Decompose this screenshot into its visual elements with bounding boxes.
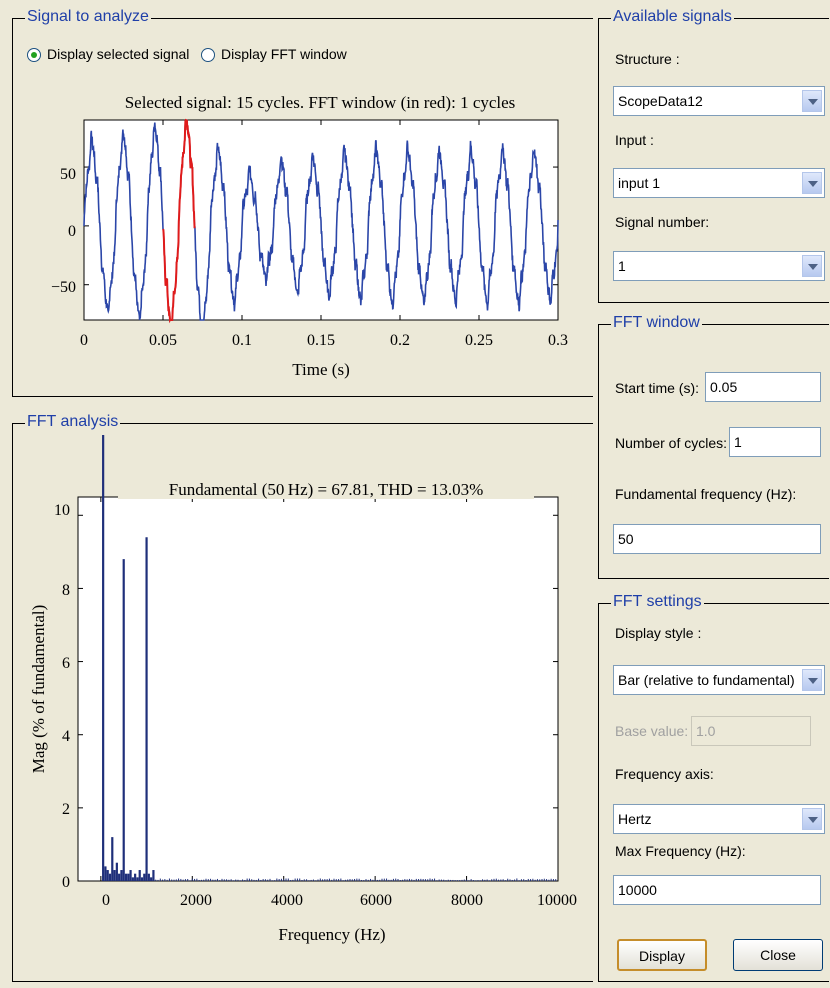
structure-label: Structure :: [615, 51, 680, 67]
signal-number-dropdown[interactable]: 1: [613, 251, 825, 281]
signal-tick-x-0: 0: [80, 332, 88, 349]
freq-axis-value: Hertz: [618, 811, 652, 827]
fft-settings-panel: FFT settings Display style : Bar (relati…: [598, 592, 829, 982]
fft-xlabel: Frequency (Hz): [278, 925, 385, 944]
cycles-input[interactable]: 1: [729, 427, 821, 457]
fft-tick-y-8: 8: [62, 582, 70, 599]
signal-xlabel: Time (s): [292, 360, 349, 379]
signal-tick-x-3: 0.15: [307, 332, 335, 349]
input-label: Input :: [615, 132, 654, 148]
chevron-down-icon[interactable]: [802, 669, 822, 691]
signal-chart-title: Selected signal: 15 cycles. FFT window (…: [125, 93, 516, 112]
fft-tick-x-10000: 10000: [537, 892, 577, 909]
fund-freq-input[interactable]: 50: [613, 524, 821, 554]
fft-title-background: [118, 475, 534, 499]
available-signals-panel: Available signals Structure : ScopeData1…: [598, 7, 829, 303]
fft-chart: Fundamental (50 Hz) = 67.81, THD = 13.03…: [29, 435, 577, 944]
structure-value: ScopeData12: [618, 93, 703, 109]
fft-settings-title: FFT settings: [611, 592, 704, 612]
chevron-down-icon[interactable]: [802, 808, 822, 830]
input-value: input 1: [618, 175, 661, 191]
chevron-down-icon[interactable]: [802, 172, 822, 194]
signal-panel-title: Signal to analyze: [25, 7, 151, 27]
display-style-dropdown[interactable]: Bar (relative to fundamental): [613, 665, 825, 695]
fft-chart-title: Fundamental (50 Hz) = 67.81, THD = 13.03…: [169, 480, 484, 499]
fft-ylabel: Mag (% of fundamental): [29, 605, 48, 774]
freq-axis-dropdown[interactable]: Hertz: [613, 804, 825, 834]
freq-axis-label: Frequency axis:: [615, 766, 714, 782]
base-value-input: 1.0: [691, 716, 811, 746]
fft-tick-y-2: 2: [62, 801, 70, 818]
chevron-down-icon[interactable]: [802, 90, 822, 112]
signal-tick-x-5: 0.25: [465, 332, 493, 349]
signal-tick-x-6: 0.3: [548, 332, 568, 349]
display-style-value: Bar (relative to fundamental): [618, 672, 795, 688]
fft-tick-x-6000: 6000: [360, 892, 392, 909]
display-style-label: Display style :: [615, 625, 702, 641]
display-selected-signal-label[interactable]: Display selected signal: [47, 46, 190, 62]
signal-tick-y-0: 0: [68, 223, 76, 240]
signal-number-label: Signal number:: [615, 214, 710, 230]
signal-tick-y-50: 50: [60, 166, 76, 183]
fft-tick-x-4000: 4000: [271, 892, 303, 909]
fft-window-title: FFT window: [611, 313, 702, 333]
fft-tick-y-4: 4: [62, 728, 70, 745]
available-signals-title: Available signals: [611, 7, 734, 27]
fft-tick-y-10: 10: [54, 502, 70, 519]
signal-tick-x-4: 0.2: [390, 332, 410, 349]
start-time-label: Start time (s):: [615, 380, 700, 396]
display-selected-signal-radio[interactable]: [27, 48, 41, 62]
fft-window-panel: FFT window Start time (s): 0.05 Number o…: [598, 313, 829, 579]
start-time-input[interactable]: 0.05: [705, 372, 821, 402]
signal-tick-x-1: 0.05: [149, 332, 177, 349]
fft-analysis-title: FFT analysis: [25, 412, 121, 432]
fft-tick-y-6: 6: [62, 655, 70, 672]
chevron-down-icon[interactable]: [802, 255, 822, 277]
display-fft-window-radio[interactable]: [201, 48, 215, 62]
input-dropdown[interactable]: input 1: [613, 168, 825, 198]
fft-plot-area: [77, 496, 559, 882]
max-freq-label: Max Frequency (Hz):: [615, 843, 746, 859]
fft-tick-x-2000: 2000: [180, 892, 212, 909]
max-freq-input[interactable]: 10000: [613, 875, 821, 905]
display-button[interactable]: Display: [617, 939, 707, 971]
fund-freq-label: Fundamental frequency (Hz):: [615, 486, 797, 502]
fft-tick-x-0: 0: [102, 892, 110, 909]
close-button[interactable]: Close: [733, 939, 823, 971]
signal-tick-y-minus50: −50: [51, 279, 76, 296]
fft-tick-x-8000: 8000: [451, 892, 483, 909]
signal-number-value: 1: [618, 258, 626, 274]
display-fft-window-label[interactable]: Display FFT window: [221, 46, 347, 62]
base-value-label: Base value:: [615, 723, 689, 739]
fft-window-waveform: [162, 118, 196, 324]
signal-chart: Selected signal: 15 cycles. FFT window (…: [51, 93, 568, 379]
cycles-label: Number of cycles:: [615, 435, 728, 451]
structure-dropdown[interactable]: ScopeData12: [613, 86, 825, 116]
signal-tick-x-2: 0.1: [232, 332, 252, 349]
fft-tick-y-0: 0: [62, 874, 70, 891]
